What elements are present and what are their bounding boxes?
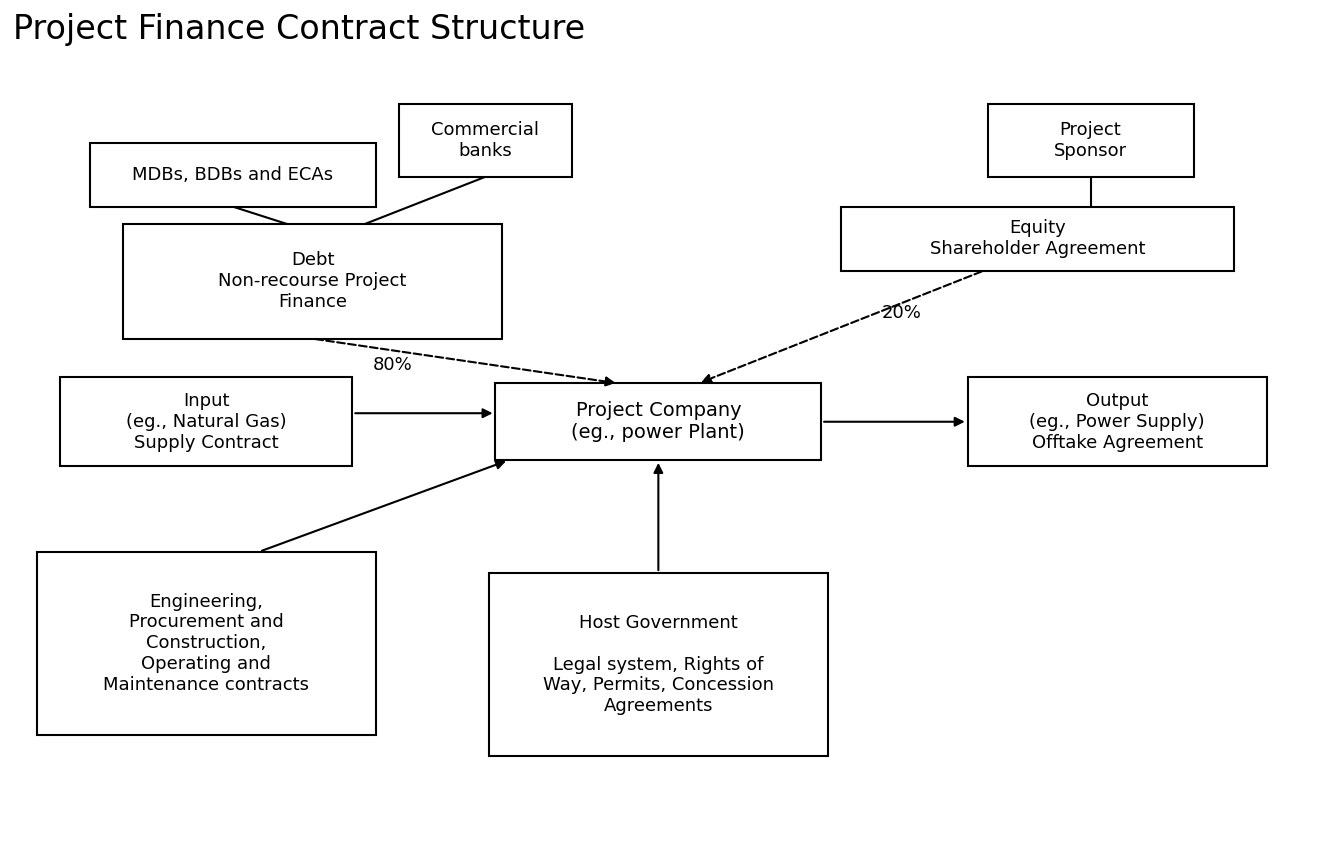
Bar — [987, 104, 1194, 176]
Text: Commercial
banks: Commercial banks — [431, 121, 540, 160]
Text: MDBs, BDBs and ECAs: MDBs, BDBs and ECAs — [132, 165, 334, 184]
Text: Debt
Non-recourse Project
Finance: Debt Non-recourse Project Finance — [218, 251, 407, 311]
Bar — [968, 377, 1266, 466]
Text: Equity
Shareholder Agreement: Equity Shareholder Agreement — [930, 219, 1145, 258]
Bar — [37, 552, 376, 734]
Text: 80%: 80% — [372, 355, 412, 373]
Bar — [90, 142, 375, 206]
Text: 20%: 20% — [882, 304, 920, 322]
Text: Host Government

Legal system, Rights of
Way, Permits, Concession
Agreements: Host Government Legal system, Rights of … — [543, 614, 774, 715]
Bar — [842, 207, 1234, 271]
Text: Input
(eg., Natural Gas)
Supply Contract: Input (eg., Natural Gas) Supply Contract — [126, 392, 286, 452]
Bar — [496, 383, 821, 460]
Text: Project
Sponsor: Project Sponsor — [1055, 121, 1127, 160]
Text: Project Company
(eg., power Plant): Project Company (eg., power Plant) — [572, 401, 745, 442]
Text: Output
(eg., Power Supply)
Offtake Agreement: Output (eg., Power Supply) Offtake Agree… — [1029, 392, 1205, 452]
Text: Engineering,
Procurement and
Construction,
Operating and
Maintenance contracts: Engineering, Procurement and Constructio… — [104, 593, 309, 694]
Bar — [489, 573, 827, 757]
Bar — [399, 104, 572, 176]
Text: Project Finance Contract Structure: Project Finance Contract Structure — [13, 13, 585, 46]
Bar — [122, 223, 501, 338]
Bar — [60, 377, 352, 466]
